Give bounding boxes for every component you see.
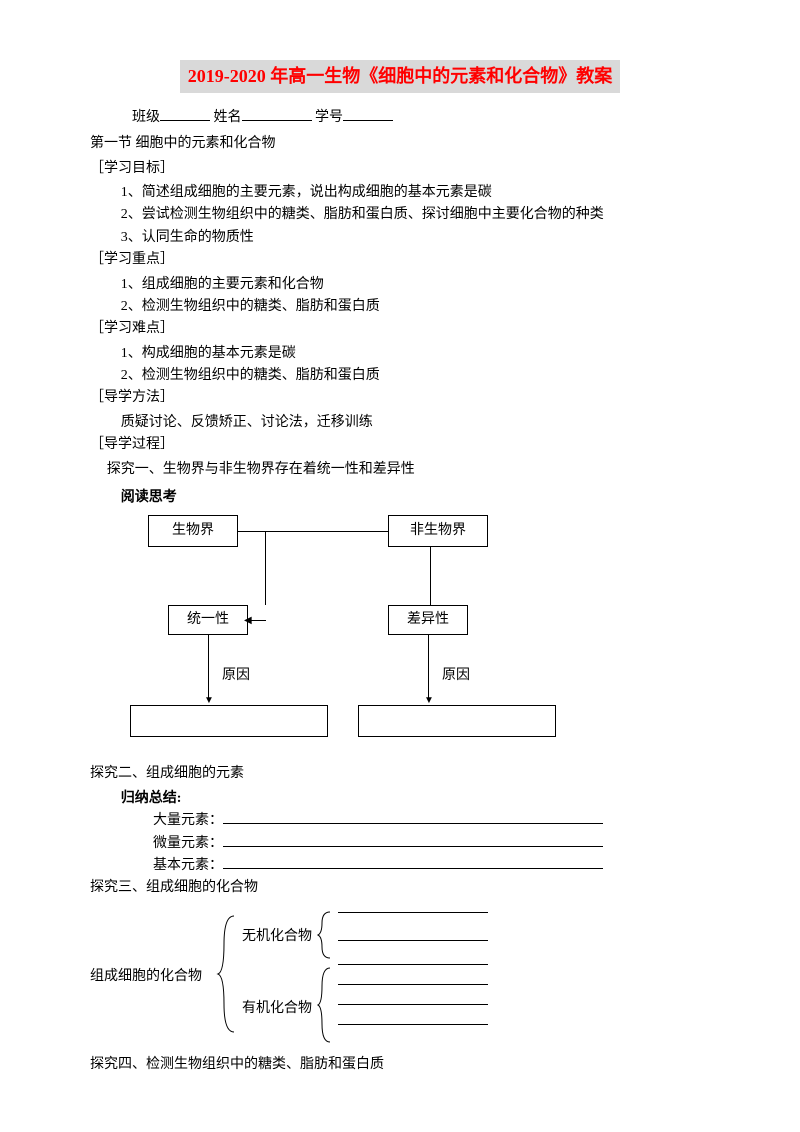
- id-label: 学号: [315, 110, 343, 125]
- method-text: 质疑讨论、反馈矫正、讨论法，迁移训练: [90, 412, 710, 434]
- brace-left-icon: [216, 914, 238, 1034]
- line-top-v2: [430, 547, 431, 605]
- process-label: ［导学过程］: [90, 434, 710, 456]
- goal-2: 2、尝试检测生物组织中的糖类、脂肪和蛋白质、探讨细胞中主要化合物的种类: [90, 204, 710, 226]
- explore3-title: 探究三、组成细胞的化合物: [90, 877, 710, 899]
- organic-label: 有机化合物: [242, 998, 312, 1020]
- line-top-v1: [265, 531, 266, 605]
- inorg-blank-1: [338, 912, 488, 913]
- explore4-title: 探究四、检测生物组织中的糖类、脂肪和蛋白质: [90, 1054, 710, 1076]
- major-elem-blank: [223, 823, 603, 824]
- org-blank-4: [338, 1024, 488, 1025]
- box-unity: 统一性: [168, 605, 248, 635]
- id-blank: [343, 120, 393, 121]
- goal-3: 3、认同生命的物质性: [90, 227, 710, 249]
- main-compound-label: 组成细胞的化合物: [90, 966, 202, 988]
- inorganic-label: 无机化合物: [242, 926, 312, 948]
- line-bot-v1: [208, 635, 209, 699]
- class-label: 班级: [132, 110, 160, 125]
- trace-elem-blank: [223, 846, 603, 847]
- box-diff: 差异性: [388, 605, 468, 635]
- diagram-unity-diff: 生物界 非生物界 统一性 差异性 ◀ ▼ ▼ 原因 原因: [130, 515, 710, 755]
- goal-1: 1、简述组成细胞的主要元素，说出构成细胞的基本元素是碳: [90, 182, 710, 204]
- summary-line-3: 基本元素：: [90, 855, 710, 877]
- section-heading: 第一节 细胞中的元素和化合物: [90, 133, 710, 155]
- title-wrap: 2019-2020 年高一生物《细胞中的元素和化合物》教案: [90, 60, 710, 101]
- brace-inorg-icon: [316, 910, 334, 960]
- org-blank-2: [338, 984, 488, 985]
- explore2-title: 探究二、组成细胞的元素: [90, 763, 710, 785]
- org-blank-3: [338, 1004, 488, 1005]
- reason-label-1: 原因: [222, 665, 250, 687]
- summary-line-2: 微量元素：: [90, 833, 710, 855]
- arrow-left-icon: ◀: [244, 613, 252, 629]
- explore1-title: 探究一、生物界与非生物界存在着统一性和差异性: [90, 459, 710, 481]
- box-bio: 生物界: [148, 515, 238, 547]
- name-blank: [242, 120, 312, 121]
- reason-label-2: 原因: [442, 665, 470, 687]
- summary-line-1: 大量元素：: [90, 810, 710, 832]
- focus-2: 2、检测生物组织中的糖类、脂肪和蛋白质: [90, 296, 710, 318]
- basic-elem-blank: [223, 868, 603, 869]
- page-title: 2019-2020 年高一生物《细胞中的元素和化合物》教案: [180, 60, 621, 93]
- name-label: 姓名: [214, 110, 242, 125]
- basic-elem-label: 基本元素：: [153, 858, 223, 873]
- major-elem-label: 大量元素：: [153, 813, 223, 828]
- box-nonbio: 非生物界: [388, 515, 488, 547]
- box-blank-2: [358, 705, 556, 737]
- goals-label: ［学习目标］: [90, 158, 710, 180]
- line-bot-v2: [428, 635, 429, 699]
- inorg-blank-2: [338, 940, 488, 941]
- trace-elem-label: 微量元素：: [153, 836, 223, 851]
- focus-label: ［学习重点］: [90, 249, 710, 271]
- summary-label: 归纳总结:: [90, 788, 710, 810]
- focus-1: 1、组成细胞的主要元素和化合物: [90, 274, 710, 296]
- diagram-compounds: 组成细胞的化合物 无机化合物 有机化合物: [90, 906, 710, 1046]
- difficulty-2: 2、检测生物组织中的糖类、脂肪和蛋白质: [90, 365, 710, 387]
- class-blank: [160, 120, 210, 121]
- brace-org-icon: [316, 966, 334, 1044]
- line-top-h: [238, 531, 388, 532]
- difficulty-label: ［学习难点］: [90, 318, 710, 340]
- student-info: 班级 姓名 学号: [90, 107, 710, 129]
- org-blank-1: [338, 964, 488, 965]
- reading-label: 阅读思考: [90, 487, 710, 509]
- difficulty-1: 1、构成细胞的基本元素是碳: [90, 343, 710, 365]
- box-blank-1: [130, 705, 328, 737]
- method-label: ［导学方法］: [90, 387, 710, 409]
